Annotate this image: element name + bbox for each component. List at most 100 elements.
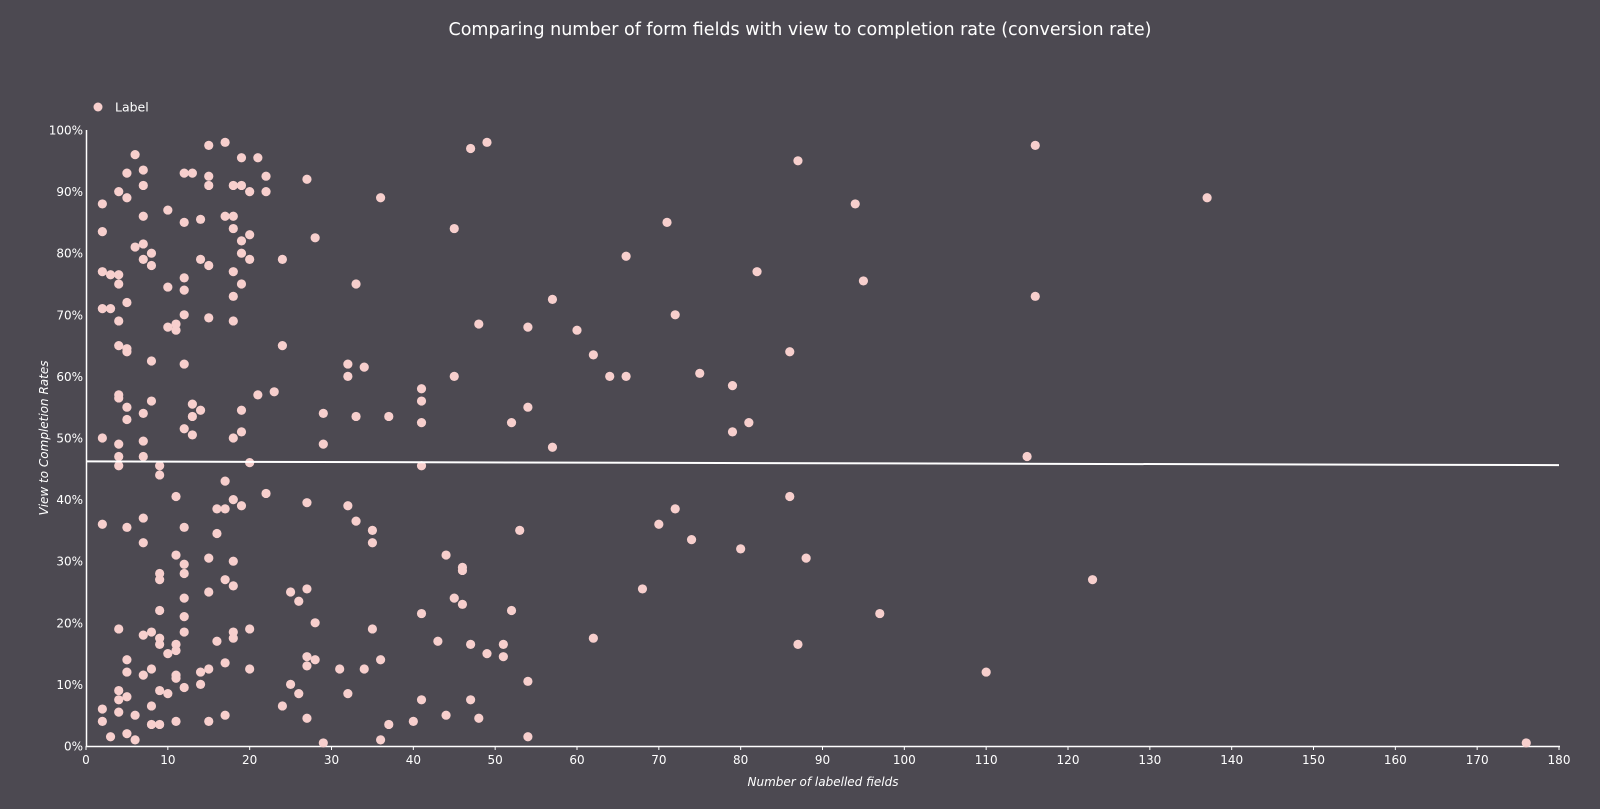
data-point: [376, 193, 386, 203]
data-point: [155, 719, 165, 730]
data-point: [637, 584, 648, 594]
data-point: [285, 679, 296, 690]
data-point: [155, 461, 165, 471]
data-point: [179, 612, 189, 622]
x-axis-ticks: 0 10 20 30 40 50 60 70 80 90 100 110 120 130 140 150 160…: [82, 746, 1570, 767]
data-point: [105, 270, 116, 280]
trendline: [85, 460, 1560, 467]
data-point: [114, 439, 124, 449]
data-point: [228, 316, 238, 326]
data-point: [163, 689, 173, 699]
data-point: [506, 418, 517, 428]
data-point: [138, 630, 148, 640]
data-point: [335, 664, 345, 674]
data-point: [220, 504, 230, 514]
data-point: [457, 599, 468, 609]
data-point: [318, 738, 328, 748]
data-point: [187, 399, 197, 409]
data-point: [302, 652, 312, 662]
data-point: [433, 636, 443, 646]
x-tick-label: 20: [242, 753, 257, 767]
data-points: [97, 137, 1531, 748]
data-point: [114, 624, 124, 634]
data-point: [793, 639, 803, 649]
x-tick-label: 130: [1138, 753, 1161, 767]
data-point: [449, 371, 459, 381]
data-point: [695, 368, 705, 378]
data-point: [146, 627, 157, 637]
data-point: [408, 716, 418, 726]
data-point: [146, 248, 157, 258]
data-point: [416, 608, 427, 619]
data-point: [236, 405, 247, 415]
data-point: [785, 347, 795, 357]
data-point: [605, 371, 615, 381]
data-point: [245, 230, 255, 240]
data-point: [359, 664, 369, 674]
data-point: [146, 356, 157, 366]
x-tick-label: 120: [1057, 753, 1080, 767]
data-point: [269, 387, 279, 397]
data-point: [138, 239, 148, 249]
data-point: [236, 180, 247, 191]
data-point: [547, 294, 558, 304]
data-point: [801, 553, 811, 563]
data-point: [367, 538, 378, 548]
y-axis-ticks: 0% 10% 20% 30% 40% 50% 60% 70% 80% 90% 100%: [49, 124, 83, 754]
data-point: [1030, 291, 1040, 301]
x-tick-label: 70: [651, 753, 666, 767]
data-point: [1022, 451, 1032, 462]
data-point: [482, 649, 492, 659]
data-point: [245, 624, 255, 634]
data-point: [114, 685, 124, 696]
data-point: [245, 664, 255, 674]
legend-label: Label: [115, 100, 149, 115]
data-point: [449, 593, 459, 603]
data-point: [155, 605, 165, 616]
data-point: [236, 501, 247, 511]
data-point: [114, 707, 124, 717]
data-point: [179, 593, 189, 603]
data-point: [351, 516, 361, 526]
data-point: [138, 670, 148, 680]
data-point: [171, 325, 181, 335]
data-point: [261, 488, 271, 499]
data-point: [212, 528, 222, 539]
data-point: [441, 550, 451, 560]
data-point: [621, 371, 631, 381]
data-point: [376, 735, 386, 745]
data-point: [114, 695, 124, 705]
data-point: [97, 267, 107, 277]
data-point: [179, 568, 189, 579]
y-axis-label: View to Completion Rates: [37, 361, 51, 516]
data-point: [236, 248, 247, 258]
x-tick-label: 150: [1302, 753, 1325, 767]
data-point: [670, 504, 680, 514]
data-point: [179, 359, 189, 369]
data-point: [114, 451, 124, 462]
data-point: [97, 716, 107, 726]
data-point: [97, 519, 107, 529]
data-point: [686, 535, 697, 545]
x-tick-label: 140: [1220, 753, 1243, 767]
data-point: [253, 153, 263, 163]
data-point: [1202, 193, 1212, 203]
data-point: [122, 414, 132, 425]
data-point: [204, 587, 214, 597]
data-point: [97, 199, 107, 209]
data-point: [195, 254, 206, 264]
data-point: [294, 596, 304, 606]
data-point: [97, 227, 107, 237]
data-point: [474, 713, 484, 723]
data-point: [376, 655, 386, 665]
data-point: [204, 716, 214, 726]
data-point: [179, 559, 189, 569]
data-point: [662, 217, 672, 227]
data-point: [122, 347, 132, 357]
data-point: [187, 430, 197, 440]
data-point: [310, 618, 320, 628]
data-point: [163, 205, 173, 215]
y-tick-label: 10%: [56, 678, 83, 692]
data-point: [155, 685, 165, 696]
data-point: [228, 211, 238, 221]
